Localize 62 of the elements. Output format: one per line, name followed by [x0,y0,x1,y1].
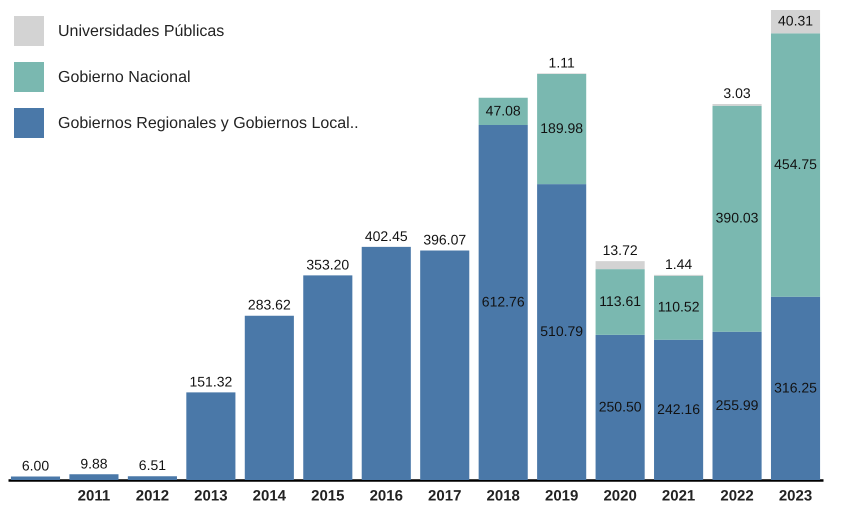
bar [244,316,294,480]
bar [596,261,645,270]
data-label: 6.00 [22,458,50,474]
bar [303,275,352,480]
bar [712,332,762,480]
bar [478,125,528,480]
x-tick-label: 2013 [194,488,228,504]
x-tick-label: 2014 [252,488,287,504]
data-label: 1.11 [548,54,575,70]
data-label: 6.51 [138,457,166,474]
x-tick-label: 2019 [544,488,578,504]
x-tick-label: 2022 [720,488,754,504]
bar [770,33,820,297]
data-label: 612.76 [482,294,525,310]
x-tick-label: 2011 [78,488,110,504]
x-tick-label: 2012 [136,488,170,504]
bar [537,74,586,184]
bar [596,269,645,335]
legend-label: Universidades Públicas [58,23,224,40]
data-label: 40.31 [778,12,814,29]
data-label: 390.03 [716,210,759,226]
bar [69,474,118,480]
data-label: 316.25 [774,379,818,396]
data-label: 13.72 [602,242,638,258]
data-label: 353.20 [306,256,350,272]
bar [478,98,528,126]
x-tick-label: 2021 [662,488,696,504]
data-label: 47.08 [486,102,521,118]
bar [362,246,411,480]
data-label: 255.99 [716,396,759,413]
data-label: 110.52 [658,298,700,315]
data-label: 242.16 [657,400,700,417]
data-label: 510.79 [540,323,584,340]
bar [712,106,762,332]
data-label: 189.98 [540,120,584,136]
x-tick-label: 2015 [311,488,344,504]
data-label: 9.88 [80,455,108,472]
bar [10,476,60,480]
bar [596,334,645,480]
data-label: 3.03 [723,85,751,101]
data-label: 283.62 [248,296,291,313]
bar [186,392,236,480]
bar [537,184,586,480]
x-tick-label: 2017 [428,488,462,504]
legend-label: Gobierno Nacional [58,69,191,86]
data-label: 113.61 [599,292,642,309]
x-tick-label: 2020 [603,488,637,504]
bar [128,476,177,480]
data-label: 151.32 [189,373,232,390]
data-label: 250.50 [598,398,642,414]
bar [654,276,704,340]
data-label: 1.44 [664,256,692,272]
bar [420,250,470,480]
bar [770,296,820,480]
x-tick-label: 2023 [778,488,812,504]
bar [654,340,704,480]
x-tick-label: 2016 [370,488,403,504]
data-label: 402.45 [364,228,408,244]
data-label: 454.75 [774,156,818,172]
legend-label: Gobiernos Regionales y Gobiernos Local.. [58,115,359,132]
x-tick-label: 2018 [486,488,520,504]
data-label: 396.07 [423,232,466,248]
